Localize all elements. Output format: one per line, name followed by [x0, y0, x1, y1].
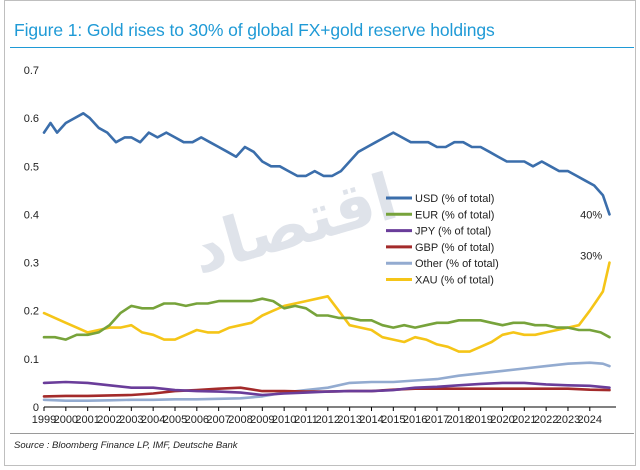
x-tick-label: 2017 — [425, 414, 449, 426]
x-tick-label: 2019 — [468, 414, 492, 426]
y-tick-label: 0.6 — [24, 113, 39, 125]
watermark: اقتصاد — [183, 160, 405, 289]
series-line-jpy — [42, 380, 611, 397]
y-tick-label: 0.3 — [24, 258, 39, 270]
x-tick-label: 2023 — [556, 414, 580, 426]
chart-series — [42, 112, 611, 403]
x-tick-label: 2002 — [97, 414, 121, 426]
y-tick-label: 0.2 — [24, 306, 39, 318]
series-line-xau — [42, 261, 611, 353]
annotation-label: 40% — [580, 210, 602, 222]
source-note: Source : Bloomberg Finance LP, IMF, Deut… — [14, 440, 238, 451]
title-divider — [10, 47, 634, 48]
x-tick-label: 2012 — [316, 414, 340, 426]
legend-label: XAU (% of total) — [415, 275, 494, 287]
series-line-eur — [42, 297, 611, 341]
chart-annotations: 40% 30% — [580, 210, 602, 263]
chart-legend: USD (% of total) EUR (% of total) JPY (% o… — [386, 193, 499, 287]
x-tick-label: 2003 — [119, 414, 143, 426]
x-tick-label: 2006 — [185, 414, 209, 426]
x-tick-label: 2022 — [534, 414, 558, 426]
chart-axes: 00.10.20.30.40.50.60.7199920002001200220… — [24, 65, 616, 426]
y-tick-label: 0.4 — [24, 209, 39, 221]
page-title: Figure 1: Gold rises to 30% of global FX… — [14, 20, 495, 40]
x-tick-label: 1999 — [32, 414, 56, 426]
x-tick-label: 2018 — [447, 414, 471, 426]
series-line-other — [42, 361, 611, 403]
y-tick-label: 0.5 — [24, 161, 39, 173]
x-tick-label: 2021 — [512, 414, 536, 426]
watermark-text: اقتصاد — [183, 160, 405, 289]
series-line-usd — [42, 112, 611, 216]
x-tick-label: 2009 — [250, 414, 274, 426]
footer-divider — [10, 433, 634, 434]
legend-label: JPY (% of total) — [415, 226, 491, 238]
x-tick-label: 2010 — [272, 414, 296, 426]
y-tick-label: 0.1 — [24, 354, 39, 366]
x-tick-label: 2015 — [381, 414, 405, 426]
x-tick-label: 2007 — [206, 414, 230, 426]
x-tick-label: 2014 — [359, 414, 383, 426]
legend-label: USD (% of total) — [415, 193, 494, 205]
figure-frame — [4, 0, 636, 466]
x-tick-label: 2020 — [490, 414, 514, 426]
x-tick-label: 2004 — [141, 414, 165, 426]
x-tick-label: 2024 — [578, 414, 602, 426]
x-tick-label: 2016 — [403, 414, 427, 426]
x-tick-label: 2008 — [228, 414, 252, 426]
legend-label: GBP (% of total) — [415, 242, 494, 254]
legend-label: Other (% of total) — [415, 258, 499, 270]
x-tick-label: 2005 — [163, 414, 187, 426]
x-tick-label: 2001 — [75, 414, 99, 426]
y-tick-label: 0 — [33, 402, 39, 414]
y-tick-label: 0.7 — [24, 65, 39, 77]
x-tick-label: 2011 — [294, 414, 318, 426]
x-tick-label: 2000 — [54, 414, 78, 426]
annotation-label: 30% — [580, 251, 602, 263]
x-tick-label: 2013 — [337, 414, 361, 426]
legend-label: EUR (% of total) — [415, 209, 494, 221]
